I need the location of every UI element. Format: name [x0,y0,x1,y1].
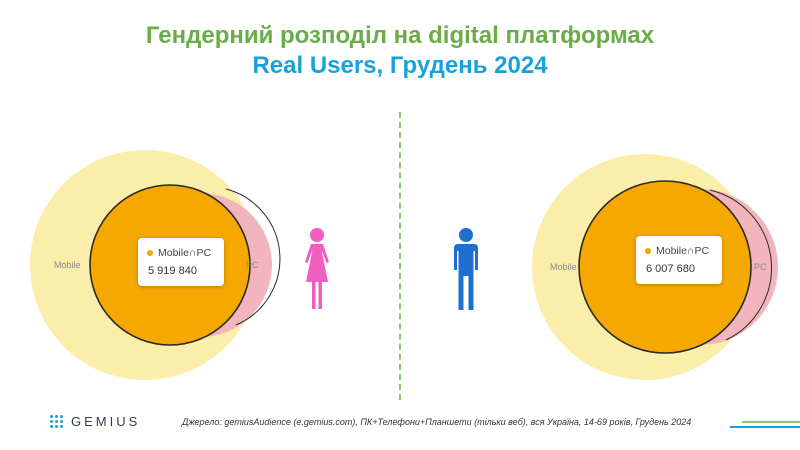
pc-label: PC [246,260,259,270]
gemius-logo: GEMIUS [50,414,140,429]
mobile-label: Mobile [54,260,81,270]
female-person-icon [305,228,329,309]
intersection-card: Mobile∩PC 5 919 840 [138,238,224,286]
source-note: Джерело: gemiusAudience (e.gemius.com), … [182,417,692,427]
logo-dots-icon [50,415,63,428]
legend-dot-icon [147,250,153,256]
pc-label: PC [754,262,767,272]
legend-dot-icon [645,248,651,254]
intersection-value: 6 007 680 [646,263,695,275]
intersection-value: 5 919 840 [148,265,197,277]
page-title: Гендерний розподіл на digital платформах [145,22,655,49]
footer-deco-line-blue [730,426,800,428]
pc-overlap-arc [709,189,772,341]
venn-diagram-male: Mobile PC Mobile∩PC 6 007 680 [530,150,790,380]
intersection-label: Mobile∩PC [656,245,710,257]
venn-shapes-male [532,154,778,380]
intersection-card: Mobile∩PC 6 007 680 [636,236,722,284]
dashed-divider [399,112,401,400]
page-subtitle: Real Users, Грудень 2024 [252,52,548,79]
logo-text: GEMIUS [71,414,141,429]
male-person-icon [454,228,478,310]
mobile-label: Mobile [550,262,577,272]
intersection-label: Mobile∩PC [158,247,212,259]
venn-diagram-female: Mobile PC Mobile∩PC 5 919 840 [30,150,290,380]
footer-deco-line-green [742,421,800,423]
pc-overlap-arc [225,188,281,326]
